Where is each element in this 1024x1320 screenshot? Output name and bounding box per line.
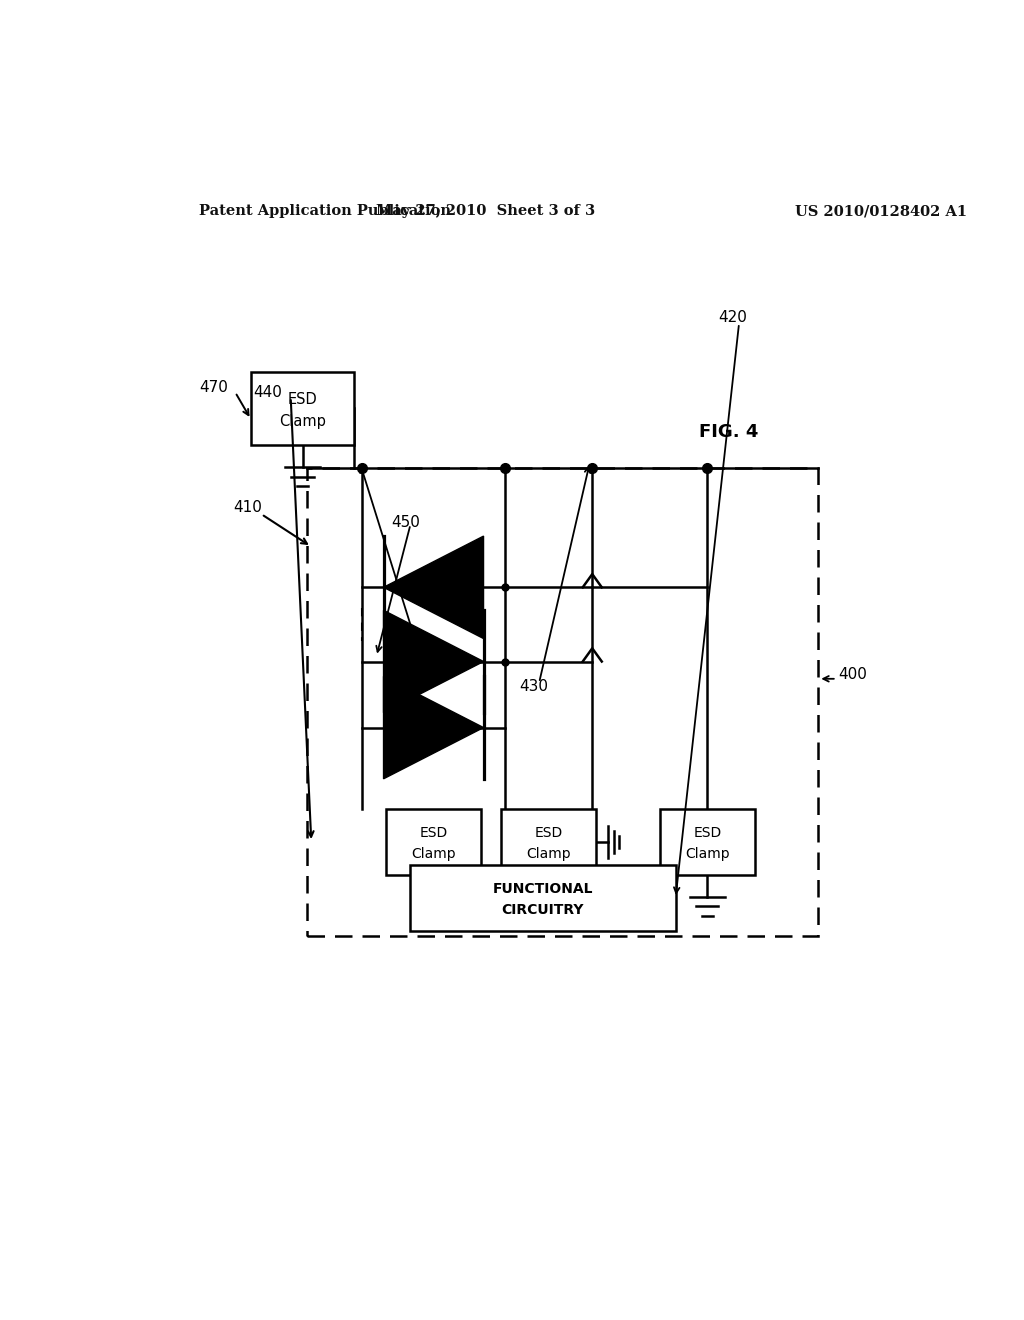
- Text: 430: 430: [519, 680, 548, 694]
- Text: Clamp: Clamp: [526, 847, 571, 861]
- Text: CIRCUITRY: CIRCUITRY: [502, 903, 584, 917]
- Text: ESD: ESD: [535, 826, 563, 840]
- Bar: [501, 809, 596, 875]
- Text: Clamp: Clamp: [685, 847, 730, 861]
- Text: US 2010/0128402 A1: US 2010/0128402 A1: [795, 205, 967, 218]
- Polygon shape: [384, 536, 483, 639]
- Text: 440: 440: [253, 384, 283, 400]
- Text: 460: 460: [408, 672, 436, 686]
- Text: May 27, 2010  Sheet 3 of 3: May 27, 2010 Sheet 3 of 3: [376, 205, 595, 218]
- Bar: [659, 809, 755, 875]
- Bar: [306, 469, 818, 936]
- Text: 470: 470: [200, 380, 228, 395]
- Text: Clamp: Clamp: [412, 847, 456, 861]
- Text: FUNCTIONAL: FUNCTIONAL: [493, 882, 593, 896]
- Polygon shape: [384, 676, 483, 779]
- Text: 450: 450: [391, 515, 420, 529]
- Text: ESD: ESD: [420, 826, 447, 840]
- Bar: [410, 865, 676, 931]
- Text: 420: 420: [719, 310, 748, 326]
- Text: ESD: ESD: [693, 826, 722, 840]
- Bar: [251, 372, 354, 445]
- Polygon shape: [384, 610, 483, 713]
- Text: Clamp: Clamp: [280, 414, 326, 429]
- Text: FIG. 4: FIG. 4: [699, 422, 759, 441]
- Text: 400: 400: [839, 667, 867, 682]
- Bar: [386, 809, 481, 875]
- Text: Patent Application Publication: Patent Application Publication: [200, 205, 452, 218]
- Text: 410: 410: [232, 499, 261, 515]
- Text: ESD: ESD: [288, 392, 317, 407]
